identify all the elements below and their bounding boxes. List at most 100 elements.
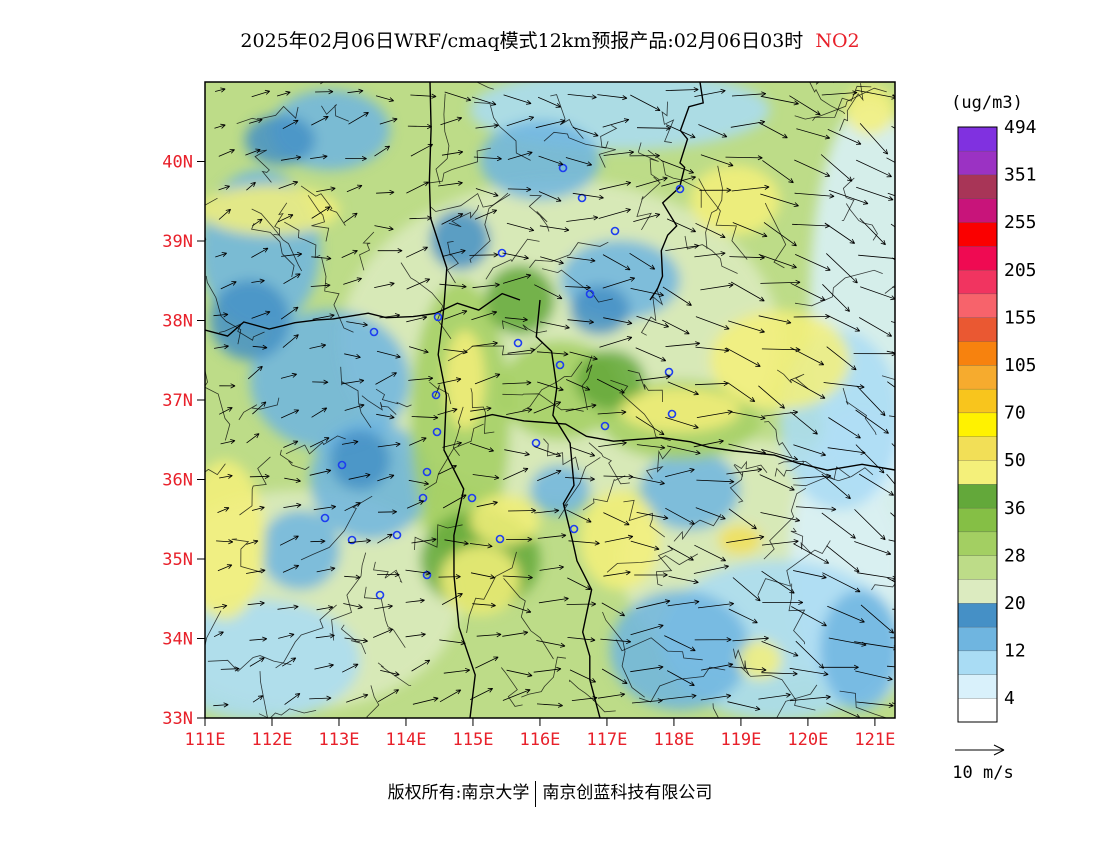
wind-arrow <box>469 442 494 453</box>
legend-band <box>957 364 998 390</box>
wind-arrow <box>344 502 361 512</box>
wind-arrow <box>406 500 425 509</box>
wind-arrow <box>566 379 591 391</box>
wind-arrow <box>732 222 768 238</box>
wind-arrow <box>694 637 732 643</box>
wind-arrow <box>856 385 886 417</box>
wind-arrow <box>444 91 472 102</box>
wind-arrow <box>602 254 631 271</box>
wind-arrow <box>632 476 665 486</box>
wind-key: 10 m/s <box>952 744 1014 783</box>
wind-arrow <box>508 508 536 514</box>
lat-tick-label: 37N <box>162 391 193 411</box>
wind-arrow <box>411 537 437 544</box>
wind-arrow <box>503 467 529 480</box>
city-marker <box>495 534 505 544</box>
wind-arrow <box>891 443 895 448</box>
wind-arrow <box>341 439 359 445</box>
wind-arrow <box>343 277 362 285</box>
wind-arrow <box>537 96 561 108</box>
wind-arrow <box>891 125 895 129</box>
wind-arrow <box>379 313 401 319</box>
wind-arrow <box>214 123 226 129</box>
wind-arrow <box>827 605 865 623</box>
wind-arrow <box>636 444 666 450</box>
wind-arrow <box>667 445 701 455</box>
wind-arrow <box>535 119 566 129</box>
wind-arrow <box>472 474 500 480</box>
legend-tick-label: 20 <box>1004 593 1026 614</box>
wind-arrow <box>507 151 533 160</box>
wind-arrow <box>731 91 767 97</box>
wind-arrow <box>216 539 234 545</box>
wind-arrow <box>379 117 398 125</box>
wind-arrow <box>405 598 425 604</box>
city-marker <box>513 338 523 348</box>
wind-arrow <box>341 249 358 258</box>
wind-arrow <box>213 631 224 638</box>
wind-arrow <box>213 702 229 708</box>
wind-arrow <box>636 512 669 520</box>
title-text: 2025年02月06日WRF/cmaq模式12km预报产品:02月06日03时 <box>240 30 804 52</box>
wind-arrow <box>887 577 895 583</box>
legend-tick-label: 105 <box>1004 355 1037 376</box>
wind-arrow <box>315 89 334 95</box>
wind-arrow <box>374 145 391 157</box>
legend-tick-label: 36 <box>1004 498 1026 519</box>
wind-arrow <box>408 346 429 354</box>
wind-arrow <box>667 670 695 686</box>
legend-band <box>957 698 998 723</box>
wind-arrow <box>540 321 570 330</box>
wind-arrow <box>730 281 765 302</box>
lon-tick-label: 117E <box>586 730 627 750</box>
wind-arrow <box>219 407 233 415</box>
wind-arrow <box>278 632 295 639</box>
wind-arrow <box>309 695 332 701</box>
wind-arrow <box>566 215 599 222</box>
wind-arrow <box>312 379 329 385</box>
wind-arrow <box>314 663 334 670</box>
wind-arrow <box>597 692 626 699</box>
city-marker <box>610 226 620 236</box>
city-marker <box>369 327 379 337</box>
wind-arrow <box>695 222 726 238</box>
wind-arrow <box>277 604 299 610</box>
wind-arrow <box>859 123 889 155</box>
wind-arrow <box>220 281 237 290</box>
wind-arrow <box>630 665 664 673</box>
wind-arrow <box>281 657 297 667</box>
wind-arrow <box>502 574 533 580</box>
city-marker <box>585 289 595 299</box>
lon-tick-label: 112E <box>252 730 293 750</box>
wind-arrow <box>603 317 633 326</box>
legend-band <box>957 150 998 176</box>
wind-arrow <box>662 319 690 335</box>
wind-arrow <box>698 124 728 138</box>
legend-tick-label: 255 <box>1004 212 1037 233</box>
wind-arrow <box>565 284 591 290</box>
wind-arrow <box>827 129 862 145</box>
wind-arrow <box>470 688 494 700</box>
latitude-axis: 40N 39N 38N 37N 36N 35N 34N 33N <box>162 153 205 729</box>
wind-arrow <box>406 181 429 194</box>
wind-arrow <box>441 213 464 225</box>
wind-arrow <box>629 252 656 270</box>
wind-arrow <box>694 88 726 97</box>
wind-arrow <box>603 150 635 156</box>
wind-arrow <box>441 593 463 605</box>
wind-arrow <box>826 545 860 573</box>
wind-arrow <box>603 570 631 577</box>
wind-arrow <box>668 576 699 585</box>
wind-arrow <box>760 279 801 285</box>
wind-arrow <box>661 175 696 187</box>
wind-arrow <box>661 160 694 174</box>
wind-arrow <box>442 249 466 257</box>
lat-tick-label: 38N <box>162 312 193 332</box>
wind-arrow <box>442 441 462 448</box>
wind-arrow <box>635 416 665 436</box>
wind-arrow <box>249 636 268 642</box>
wind-arrow <box>247 600 265 606</box>
wind-arrow <box>409 437 427 446</box>
lon-tick-label: 119E <box>720 730 761 750</box>
wind-arrow <box>278 180 299 189</box>
